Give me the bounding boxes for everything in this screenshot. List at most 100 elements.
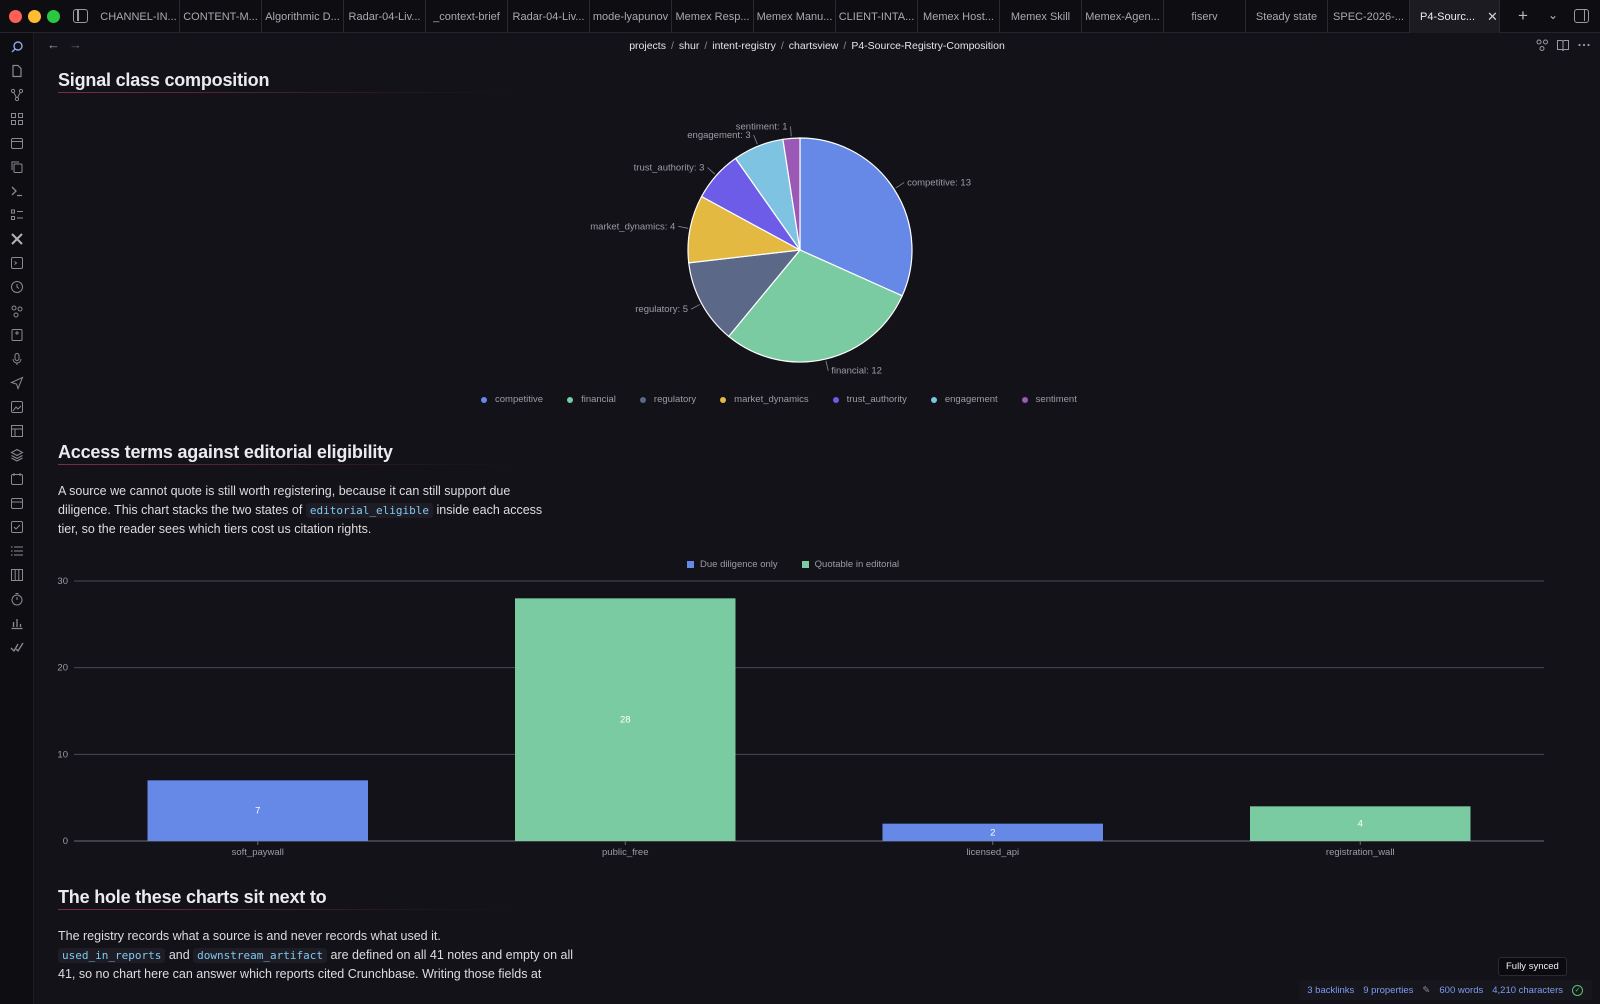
bar-value-label: 4	[1358, 819, 1363, 830]
tab-list-chevron-icon[interactable]: ⌄	[1548, 8, 1559, 22]
bullet-list-icon[interactable]	[10, 544, 24, 558]
legend-item-due-diligence-only[interactable]: Due diligence only	[687, 559, 778, 570]
list-icon[interactable]	[10, 208, 24, 222]
legend-item-competitive[interactable]: competitive	[481, 394, 543, 405]
bar-chart: 0 10 20 30 7 soft_paywall 28 public_free 2 licens…	[57, 576, 1544, 858]
send-icon[interactable]	[10, 376, 24, 390]
tab[interactable]: Memex Host...	[918, 0, 1000, 33]
legend-item-sentiment[interactable]: sentiment	[1021, 394, 1077, 405]
sync-status-icon[interactable]: ✓	[1572, 984, 1583, 996]
history-icon[interactable]	[10, 280, 24, 294]
code-block-icon[interactable]	[10, 256, 24, 270]
tab[interactable]: _context-brief	[426, 0, 508, 33]
title-bar: CHANNEL-IN... CONTENT-M... Algorithmic D…	[0, 0, 1600, 33]
bar-soft-paywall[interactable]	[147, 780, 369, 841]
tab[interactable]: Memex Resp...	[672, 0, 754, 33]
tab[interactable]: Memex Skill	[1000, 0, 1082, 33]
legend-swatch	[1021, 396, 1028, 403]
breadcrumb-item[interactable]: intent-registry	[712, 40, 776, 52]
tools-icon[interactable]	[10, 232, 24, 246]
copy-icon[interactable]	[10, 160, 24, 174]
back-arrow-icon[interactable]: ←	[47, 37, 60, 52]
reading-view-icon[interactable]	[1556, 38, 1570, 52]
tab[interactable]: CHANNEL-IN...	[98, 0, 180, 33]
heading-divider	[58, 92, 518, 93]
tab[interactable]: Radar-04-Liv...	[508, 0, 590, 33]
close-tab-icon[interactable]: ✕	[1487, 8, 1498, 24]
bar-licensed-api[interactable]	[882, 823, 1104, 841]
legend-swatch	[567, 396, 574, 403]
legend-item-market-dynamics[interactable]: market_dynamics	[720, 394, 809, 405]
bar-public-free[interactable]	[515, 598, 736, 841]
legend-label: Due diligence only	[700, 559, 778, 570]
columns-icon[interactable]	[10, 568, 24, 582]
forward-arrow-icon[interactable]: →	[69, 37, 82, 52]
breadcrumb-current[interactable]: P4-Source-Registry-Composition	[851, 40, 1005, 52]
file-icon[interactable]	[10, 64, 24, 78]
tab[interactable]: Memex-Agen...	[1082, 0, 1164, 33]
breadcrumb-separator: /	[843, 40, 847, 52]
backlinks-count[interactable]: 3 backlinks	[1307, 984, 1355, 996]
check-double-icon[interactable]	[10, 640, 24, 654]
pie-slice-financial[interactable]	[727, 249, 903, 363]
terminal-icon[interactable]	[10, 184, 24, 198]
legend-swatch	[832, 396, 839, 403]
pie-slice-competitive[interactable]	[799, 137, 913, 297]
network-icon[interactable]	[10, 304, 24, 318]
microphone-icon[interactable]	[10, 352, 24, 366]
legend-swatch	[687, 561, 694, 568]
properties-count[interactable]: 9 properties	[1363, 984, 1414, 996]
tab[interactable]: CONTENT-M...	[180, 0, 262, 33]
graph-icon[interactable]	[10, 88, 24, 102]
legend-item-financial[interactable]: financial	[567, 394, 616, 405]
new-tab-button[interactable]: +	[1518, 6, 1528, 25]
calendar-icon[interactable]	[10, 136, 24, 150]
layout-icon[interactable]	[10, 424, 24, 438]
legend-item-engagement[interactable]: engagement	[930, 394, 998, 405]
breadcrumb-item[interactable]: shur	[678, 40, 700, 52]
checkbox-icon[interactable]	[10, 520, 24, 534]
minimize-window-button[interactable]	[28, 10, 41, 23]
image-icon[interactable]	[10, 400, 24, 414]
legend-item-trust-authority[interactable]: trust_authority	[832, 394, 907, 405]
legend-swatch	[720, 396, 727, 403]
maximize-window-button[interactable]	[47, 10, 60, 23]
bar-chart-icon[interactable]	[10, 616, 24, 630]
breadcrumb-item[interactable]: chartsview	[788, 40, 839, 52]
tab[interactable]: SPEC-2026-...	[1328, 0, 1410, 33]
breadcrumb-item[interactable]: projects	[629, 40, 666, 52]
layers-icon[interactable]	[10, 448, 24, 462]
grid-icon[interactable]	[10, 112, 24, 126]
tab[interactable]: Algorithmic D...	[262, 0, 344, 33]
planner-icon[interactable]	[10, 496, 24, 510]
bar-registration-wall[interactable]	[1250, 806, 1471, 841]
right-sidebar-toggle-icon[interactable]	[1574, 9, 1589, 23]
local-graph-icon[interactable]	[1535, 38, 1549, 52]
tab[interactable]: Radar-04-Liv...	[344, 0, 426, 33]
more-options-icon[interactable]	[1577, 38, 1591, 52]
tab[interactable]: Memex Manu...	[754, 0, 836, 33]
timer-icon[interactable]	[10, 592, 24, 606]
y-tick-label: 30	[57, 576, 68, 587]
tab-active[interactable]: P4-Sourc... ✕	[1410, 0, 1500, 33]
legend-label: competitive	[495, 394, 544, 405]
edit-pencil-icon[interactable]: ✎	[1422, 984, 1431, 996]
search-icon[interactable]	[10, 40, 24, 54]
breadcrumb: projects / shur / intent-registry / chartsview…	[34, 40, 1600, 52]
tab[interactable]: mode-lyapunov	[590, 0, 672, 33]
daily-note-icon[interactable]	[10, 472, 24, 486]
legend-item-quotable-in-editorial[interactable]: Quotable in editorial	[801, 559, 899, 570]
tab[interactable]: Steady state	[1246, 0, 1328, 33]
pie-chart: competitive: 13 financial: 12 regulatory: …	[590, 121, 971, 376]
close-window-button[interactable]	[9, 10, 22, 23]
pie-slice-sentiment[interactable]	[782, 137, 801, 251]
legend-item-regulatory[interactable]: regulatory	[639, 394, 696, 405]
view-header: ← → projects / shur / intent-registry / charts…	[34, 33, 1600, 59]
character-count: 4,210 characters	[1492, 984, 1563, 996]
tab[interactable]: fiserv	[1164, 0, 1246, 33]
tab[interactable]: CLIENT-INTA...	[836, 0, 918, 33]
pie-slice-regulatory[interactable]	[688, 249, 802, 338]
inline-code: used_in_reports	[58, 947, 166, 963]
sidebar-toggle-icon[interactable]	[73, 9, 88, 23]
bookmark-icon[interactable]	[10, 328, 24, 342]
